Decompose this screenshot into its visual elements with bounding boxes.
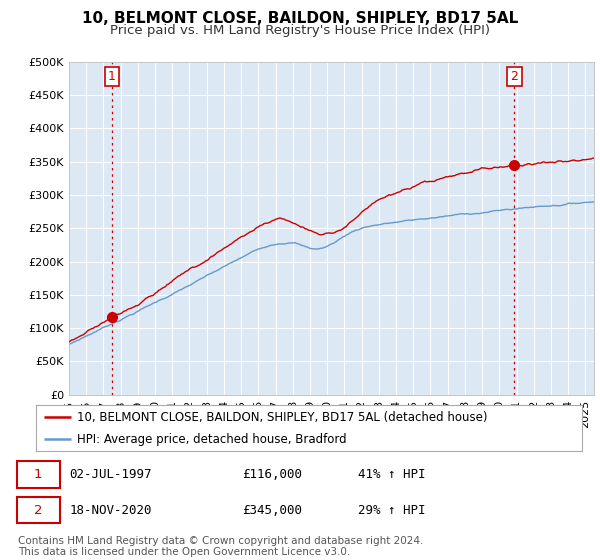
- Text: 1: 1: [108, 70, 116, 83]
- Text: £345,000: £345,000: [242, 503, 302, 516]
- Text: 2: 2: [511, 70, 518, 83]
- Text: 41% ↑ HPI: 41% ↑ HPI: [358, 468, 425, 481]
- Text: 02-JUL-1997: 02-JUL-1997: [70, 468, 152, 481]
- Text: 29% ↑ HPI: 29% ↑ HPI: [358, 503, 425, 516]
- Text: HPI: Average price, detached house, Bradford: HPI: Average price, detached house, Brad…: [77, 433, 347, 446]
- Text: 1: 1: [34, 468, 43, 481]
- FancyBboxPatch shape: [17, 461, 60, 488]
- Text: 10, BELMONT CLOSE, BAILDON, SHIPLEY, BD17 5AL (detached house): 10, BELMONT CLOSE, BAILDON, SHIPLEY, BD1…: [77, 411, 487, 424]
- Text: Contains HM Land Registry data © Crown copyright and database right 2024.
This d: Contains HM Land Registry data © Crown c…: [18, 535, 424, 557]
- Text: 2: 2: [34, 503, 43, 516]
- FancyBboxPatch shape: [17, 497, 60, 523]
- Text: 18-NOV-2020: 18-NOV-2020: [70, 503, 152, 516]
- Text: £116,000: £116,000: [242, 468, 302, 481]
- Text: 10, BELMONT CLOSE, BAILDON, SHIPLEY, BD17 5AL: 10, BELMONT CLOSE, BAILDON, SHIPLEY, BD1…: [82, 11, 518, 26]
- Text: Price paid vs. HM Land Registry's House Price Index (HPI): Price paid vs. HM Land Registry's House …: [110, 24, 490, 36]
